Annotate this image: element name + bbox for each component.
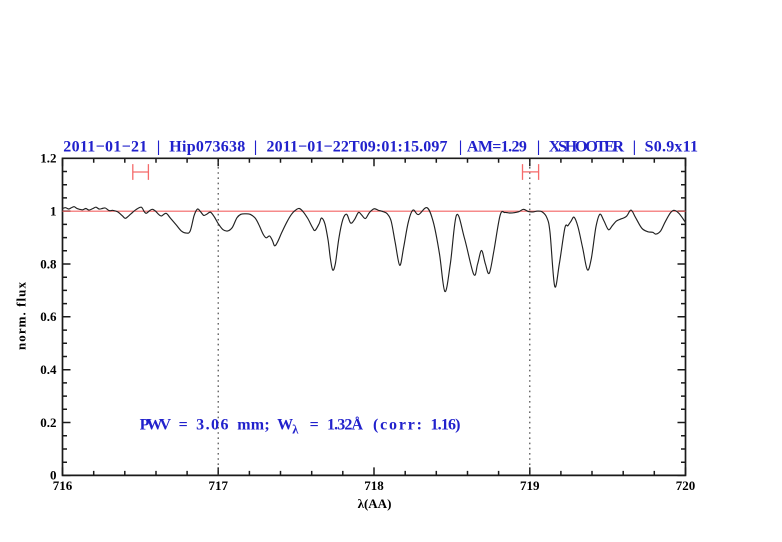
svg-text:720: 720 (676, 478, 696, 493)
svg-text:|: | (254, 139, 258, 156)
svg-text:2011−01−21: 2011−01−21 (63, 139, 147, 156)
svg-text:717: 717 (208, 478, 228, 493)
svg-text:|: | (537, 139, 541, 156)
svg-text:0.2: 0.2 (40, 415, 56, 430)
svg-text:W: W (277, 416, 293, 433)
svg-text:mm;: mm; (237, 416, 270, 433)
svg-text:Hip073638: Hip073638 (169, 139, 245, 156)
svg-text:λ(AA): λ(AA) (358, 496, 392, 511)
svg-text:=: = (310, 416, 319, 433)
svg-text:|: | (633, 139, 637, 156)
svg-text:S0.9x11: S0.9x11 (645, 139, 698, 156)
svg-text:norm. flux: norm. flux (13, 281, 28, 350)
svg-text:=: = (179, 416, 188, 433)
svg-text:716: 716 (53, 478, 73, 493)
svg-text:2011−01−22T09:01:15.097: 2011−01−22T09:01:15.097 (267, 139, 448, 156)
svg-text:1.16): 1.16) (431, 416, 461, 433)
svg-text:XSHOOTER: XSHOOTER (549, 139, 625, 156)
svg-text:719: 719 (520, 478, 540, 493)
svg-text:3.06: 3.06 (196, 416, 228, 433)
svg-text:0.4: 0.4 (40, 362, 57, 377)
svg-text:|: | (459, 139, 463, 156)
svg-text:1.2: 1.2 (40, 151, 56, 166)
svg-text:1: 1 (50, 203, 57, 218)
svg-text:|: | (157, 139, 161, 156)
svg-text:1.32Å: 1.32Å (327, 415, 363, 433)
svg-text:0.8: 0.8 (40, 256, 57, 271)
svg-text:0.6: 0.6 (40, 309, 57, 324)
svg-text:PWV: PWV (140, 416, 172, 433)
svg-text:AM=1.29: AM=1.29 (467, 139, 527, 156)
svg-text:718: 718 (364, 478, 384, 493)
svg-text:0: 0 (50, 468, 57, 483)
svg-text:λ: λ (292, 423, 299, 437)
